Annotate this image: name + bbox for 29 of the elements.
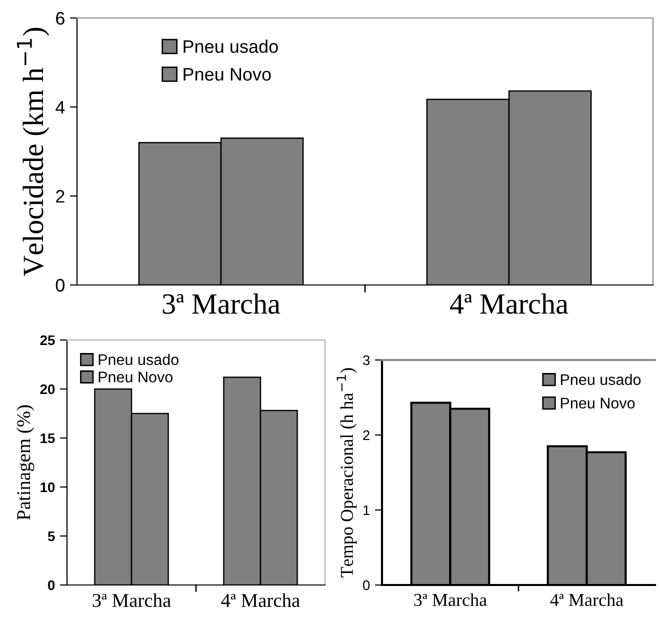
legend-label: Pneu Novo xyxy=(560,398,635,409)
y-tick-label: 0 xyxy=(56,278,64,292)
y-axis-title: Velocidade (km h$^{−1}$) xyxy=(16,28,50,276)
y-tick-label: 5 xyxy=(48,531,55,542)
y-tick-label: 0 xyxy=(48,580,55,590)
legend-label: Pneu Novo xyxy=(98,372,173,382)
x-tick-label: 3ª Marcha xyxy=(414,593,487,606)
x-tick-label: 3ª Marcha xyxy=(162,293,280,314)
y-axis-title: Patinagem (%) xyxy=(16,405,34,520)
legend-label: Pneu Novo xyxy=(184,68,271,81)
x-tick-label: 4ª Marcha xyxy=(550,593,624,606)
y-tick-label: 3 xyxy=(363,355,370,366)
y-tick-label: 2 xyxy=(56,190,64,203)
y-tick-label: 2 xyxy=(363,430,370,440)
y-tick-label: 15 xyxy=(40,433,55,444)
y-tick-label: 25 xyxy=(40,335,55,346)
legend-label: Pneu usado xyxy=(184,40,278,53)
y-tick-label: 0 xyxy=(363,580,370,590)
y-tick-label: 1 xyxy=(364,505,370,516)
x-tick-label: 3ª Marcha xyxy=(92,593,171,608)
y-tick-label: 6 xyxy=(56,12,64,25)
y-tick-label: 20 xyxy=(40,384,55,394)
legend-label: Pneu usado xyxy=(560,374,641,386)
y-tick-label: 4 xyxy=(56,101,65,114)
x-tick-label: 4ª Marcha xyxy=(221,593,300,608)
y-tick-label: 10 xyxy=(40,482,55,492)
legend-label: Pneu usado xyxy=(98,354,178,366)
x-tick-label: 4ª Marcha xyxy=(450,293,568,314)
y-axis-title: Tempo Operacional (h ha$^{−1}$) xyxy=(336,368,357,578)
